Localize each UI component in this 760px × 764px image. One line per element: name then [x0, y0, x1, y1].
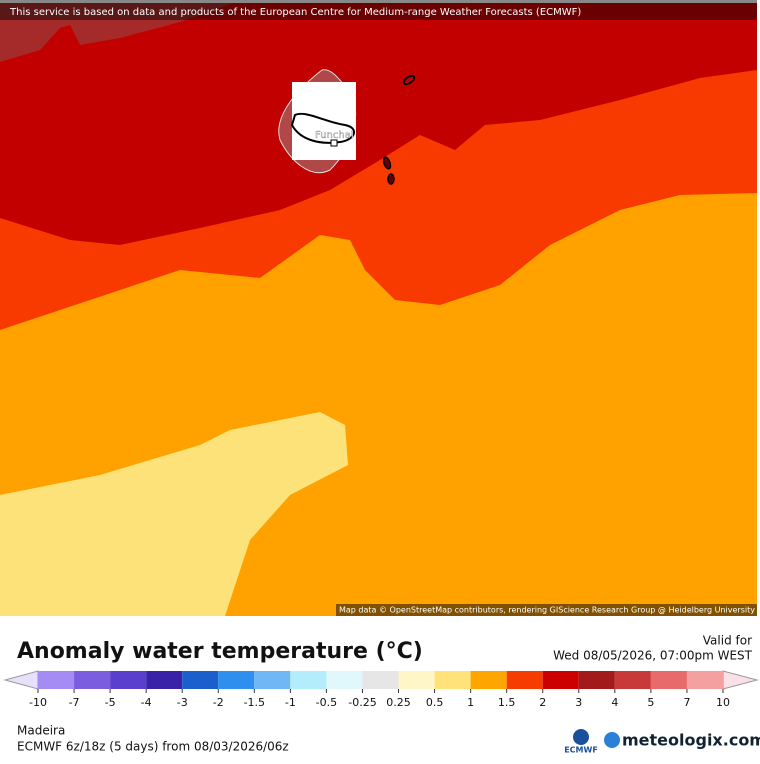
legend-tick-label: -3: [177, 696, 188, 709]
legend-swatch: [326, 671, 363, 689]
legend-swatch: [218, 671, 255, 689]
ecmwf-logo: ECMWF: [564, 746, 598, 755]
top-line: [0, 0, 757, 3]
legend-swatch: [614, 671, 651, 689]
island-box: [292, 82, 356, 160]
islet: [382, 156, 392, 170]
legend-swatch: [38, 671, 75, 689]
zone-maroon: [0, 0, 240, 62]
legend-tick-label: -0.25: [348, 696, 376, 709]
legend-swatch: [398, 671, 435, 689]
legend-swatch: [182, 671, 219, 689]
brand-icon: [604, 732, 620, 748]
legend-swatch: [470, 671, 507, 689]
legend-tick-label: 0.5: [426, 696, 444, 709]
brand: meteologix.com: [622, 731, 760, 750]
legend-tick-label: -1.5: [244, 696, 265, 709]
legend-swatch: [650, 671, 687, 689]
valid-label: Valid for: [703, 634, 752, 648]
legend-tick-label: 4: [611, 696, 618, 709]
map: Funchal This service is based on data an…: [0, 0, 757, 616]
notice-bar: [0, 0, 757, 20]
legend-swatch: [110, 671, 147, 689]
zone-dark-red: [0, 0, 757, 245]
legend-high: [722, 670, 759, 690]
legend-tick-label: -7: [69, 696, 80, 709]
legend-swatch: [254, 671, 291, 689]
attribution-bg: [336, 604, 757, 616]
legend-tick-label: -5: [105, 696, 116, 709]
legend-tick-label: 1: [467, 696, 474, 709]
legend-swatch: [290, 671, 327, 689]
legend-low: [3, 670, 39, 690]
legend-swatch: [578, 671, 615, 689]
legend-tick-label: 5: [647, 696, 654, 709]
city-label: Funchal: [315, 130, 354, 141]
zone-yellow: [0, 412, 348, 616]
notice: This service is based on data and produc…: [9, 7, 581, 18]
legend-swatch: [434, 671, 471, 689]
legend-tick-label: -1: [285, 696, 296, 709]
region: Madeira: [17, 724, 65, 738]
legend-tick-label: -0.5: [316, 696, 337, 709]
legend-tick-label: 1.5: [498, 696, 516, 709]
ecmwf-icon: [573, 729, 589, 745]
attribution: Map data © OpenStreetMap contributors, r…: [339, 606, 755, 615]
islet: [387, 173, 395, 185]
legend-tick-label: -4: [141, 696, 152, 709]
valid-time: Wed 08/05/2026, 07:00pm WEST: [553, 649, 753, 663]
legend-swatch: [542, 671, 579, 689]
city-marker: [330, 139, 338, 147]
legend-swatch: [74, 671, 111, 689]
islet: [402, 74, 416, 86]
legend-swatch: [146, 671, 183, 689]
legend-tick-label: 0.25: [386, 696, 411, 709]
model-info: ECMWF 6z/18z (5 days) from 08/03/2026/06…: [17, 740, 289, 754]
legend-tick-label: 3: [575, 696, 582, 709]
island-outline: [290, 112, 355, 144]
legend-swatch: [506, 671, 543, 689]
legend-tick-label: 7: [683, 696, 690, 709]
legend-tick-label: -2: [213, 696, 224, 709]
colorbar: -10 -7 -5 -4 -3 -2 -1.5 -1 -0.5 -0.25 0.25 0.5 1 1.5 2…: [3, 670, 759, 709]
legend-swatch: [362, 671, 399, 689]
legend-tick-label: 10: [716, 696, 730, 709]
legend-tick-label: 2: [539, 696, 546, 709]
legend-title: Anomaly water temperature (°C): [17, 639, 423, 664]
legend-swatch: [686, 671, 723, 689]
legend-tick-label: -10: [29, 696, 47, 709]
